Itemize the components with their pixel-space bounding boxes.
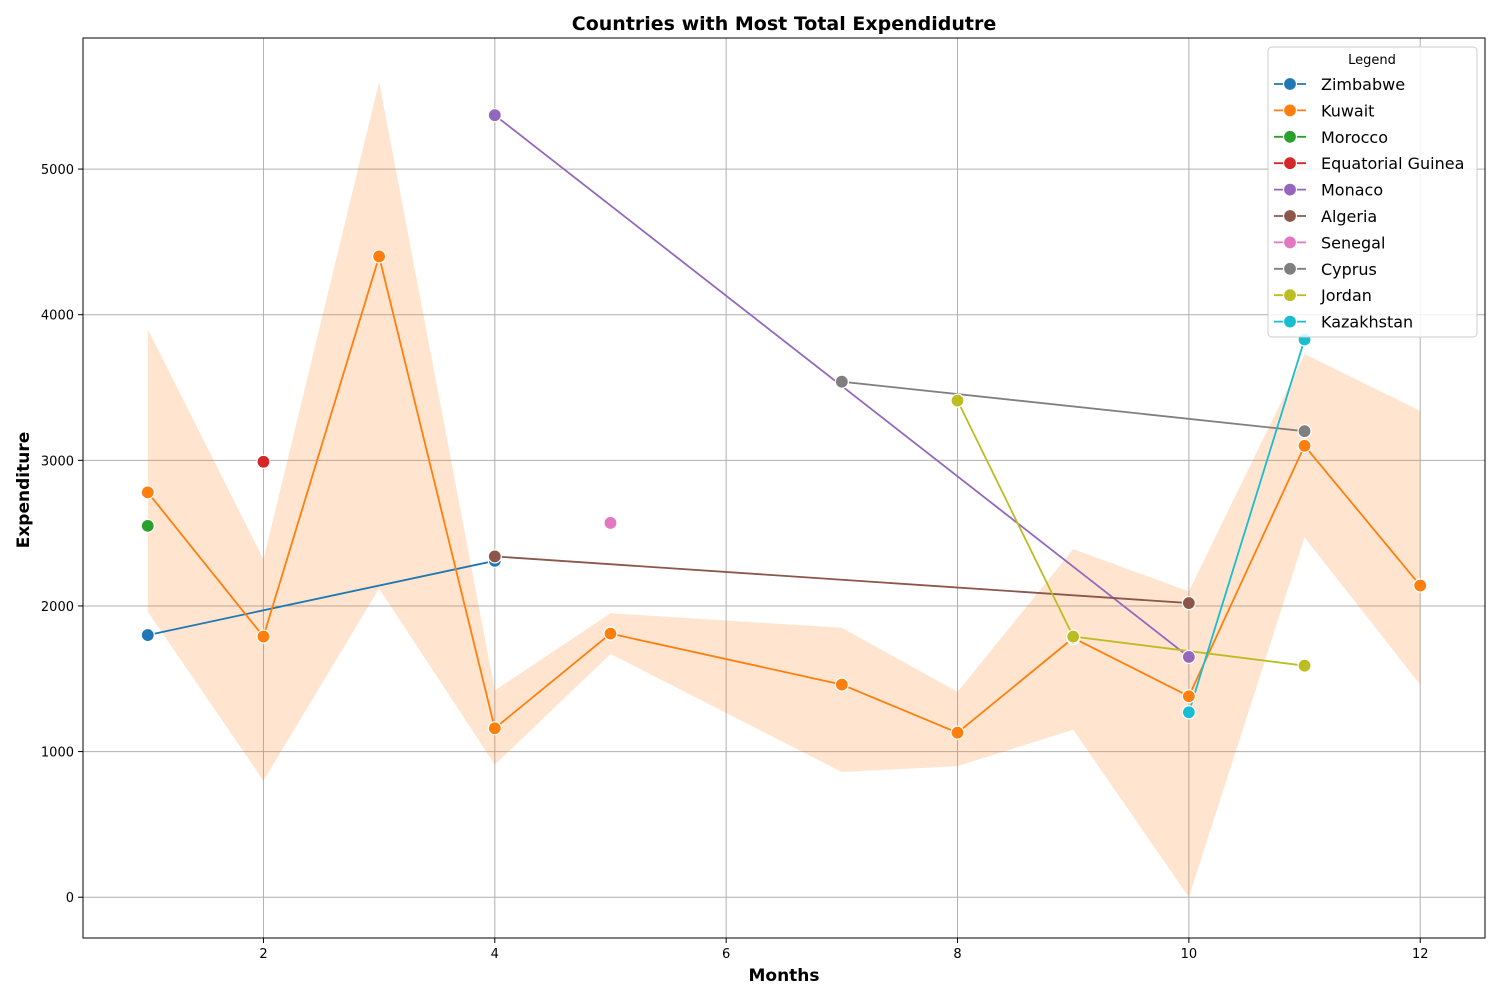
- legend-marker-senegal: [1282, 235, 1298, 250]
- point-equatorial-guinea: [256, 454, 271, 469]
- line-zimbabwe: [147, 559, 495, 636]
- axis-ticks: 2 4 6 8 10 12 0 1000 2000 3000 4000 5000: [41, 163, 1429, 962]
- y-axis-label: Expenditure: [14, 432, 34, 549]
- point-kuwait: [256, 629, 271, 644]
- point-cyprus: [1297, 424, 1312, 439]
- confidence-bands: [147, 81, 1421, 898]
- y-tick-label: 4000: [41, 309, 74, 324]
- y-tick-label: 1000: [41, 746, 74, 761]
- y-tick-label: 3000: [41, 454, 74, 469]
- legend-item-senegal: Senegal: [1274, 233, 1385, 252]
- x-tick-label: 6: [722, 947, 730, 962]
- y-tick-label: 0: [66, 891, 74, 906]
- legend-marker-algeria: [1282, 208, 1298, 224]
- legend-items: Zimbabwe Kuwait Morocco Equatorial Guinea Mo…: [1274, 75, 1464, 332]
- legend-marker-zimbabwe: [1282, 76, 1298, 92]
- legend-label-jordan: Jordan: [1320, 286, 1372, 305]
- point-kazakhstan: [1181, 705, 1196, 720]
- x-axis-label: Months: [748, 966, 819, 986]
- legend-item-algeria: Algeria: [1274, 207, 1377, 226]
- legend-label-senegal: Senegal: [1321, 233, 1385, 252]
- y-tick-label: 5000: [41, 163, 74, 178]
- x-tick-label: 2: [259, 947, 267, 962]
- point-cyprus: [834, 374, 849, 389]
- legend-item-zimbabwe: Zimbabwe: [1274, 75, 1405, 94]
- x-tick-label: 12: [1412, 947, 1429, 962]
- point-zimbabwe: [140, 627, 155, 643]
- legend-label-kuwait: Kuwait: [1321, 101, 1374, 120]
- point-monaco: [1181, 649, 1196, 665]
- legend-marker-equatorial-guinea: [1282, 156, 1298, 171]
- legend-marker-monaco: [1282, 182, 1298, 197]
- legend-label-monaco: Monaco: [1321, 181, 1383, 200]
- point-kuwait: [372, 249, 387, 264]
- legend-marker-kuwait: [1282, 103, 1298, 118]
- legend-label-cyprus: Cyprus: [1321, 260, 1377, 279]
- point-kuwait: [603, 626, 618, 641]
- legend-item-morocco: Morocco: [1274, 128, 1388, 147]
- point-senegal: [603, 515, 618, 531]
- point-kuwait: [487, 721, 502, 736]
- point-monaco: [487, 108, 502, 123]
- point-kuwait: [1181, 689, 1196, 704]
- chart-title: Countries with Most Total Expendidutre: [572, 13, 996, 35]
- legend: Legend Zimbabwe Kuwait Morocco Equatorial G…: [1267, 46, 1478, 338]
- point-algeria: [487, 549, 502, 564]
- legend-label-equatorial-guinea: Equatorial Guinea: [1321, 154, 1464, 173]
- y-tick-label: 2000: [41, 600, 74, 615]
- legend-item-cyprus: Cyprus: [1274, 260, 1377, 279]
- legend-item-kazakhstan: Kazakhstan: [1274, 313, 1413, 332]
- point-morocco: [140, 518, 155, 533]
- point-jordan: [1066, 629, 1081, 644]
- legend-box: [1267, 46, 1478, 338]
- legend-label-zimbabwe: Zimbabwe: [1321, 75, 1405, 94]
- plot-frame: [82, 37, 1486, 939]
- point-kuwait: [140, 485, 155, 500]
- point-kuwait: [1297, 438, 1312, 453]
- point-kuwait: [1413, 578, 1428, 593]
- line-algeria: [494, 555, 1189, 604]
- legend-label-kazakhstan: Kazakhstan: [1321, 313, 1413, 332]
- legend-marker-jordan: [1282, 288, 1298, 303]
- line-cyprus: [841, 380, 1305, 433]
- x-tick-label: 8: [953, 947, 961, 962]
- legend-label-algeria: Algeria: [1321, 207, 1377, 226]
- legend-marker-cyprus: [1282, 261, 1298, 276]
- point-kuwait: [834, 677, 849, 692]
- band-kuwait: [147, 81, 1421, 898]
- legend-item-equatorial-guinea: Equatorial Guinea: [1274, 154, 1464, 173]
- x-tick-label: 4: [491, 947, 499, 962]
- point-algeria: [1181, 595, 1196, 611]
- grid: [83, 38, 1485, 938]
- legend-item-monaco: Monaco: [1274, 181, 1383, 200]
- point-kuwait: [950, 725, 965, 740]
- point-jordan: [1297, 658, 1312, 673]
- line-kazakhstan: [1188, 339, 1306, 713]
- point-jordan: [950, 393, 965, 408]
- legend-marker-kazakhstan: [1282, 314, 1298, 329]
- legend-item-jordan: Jordan: [1274, 286, 1372, 305]
- legend-marker-morocco: [1282, 129, 1298, 144]
- x-tick-label: 10: [1181, 947, 1198, 962]
- legend-label-morocco: Morocco: [1321, 128, 1388, 147]
- series-points: [140, 108, 1428, 740]
- legend-item-kuwait: Kuwait: [1274, 101, 1374, 120]
- legend-title: Legend: [1348, 53, 1396, 68]
